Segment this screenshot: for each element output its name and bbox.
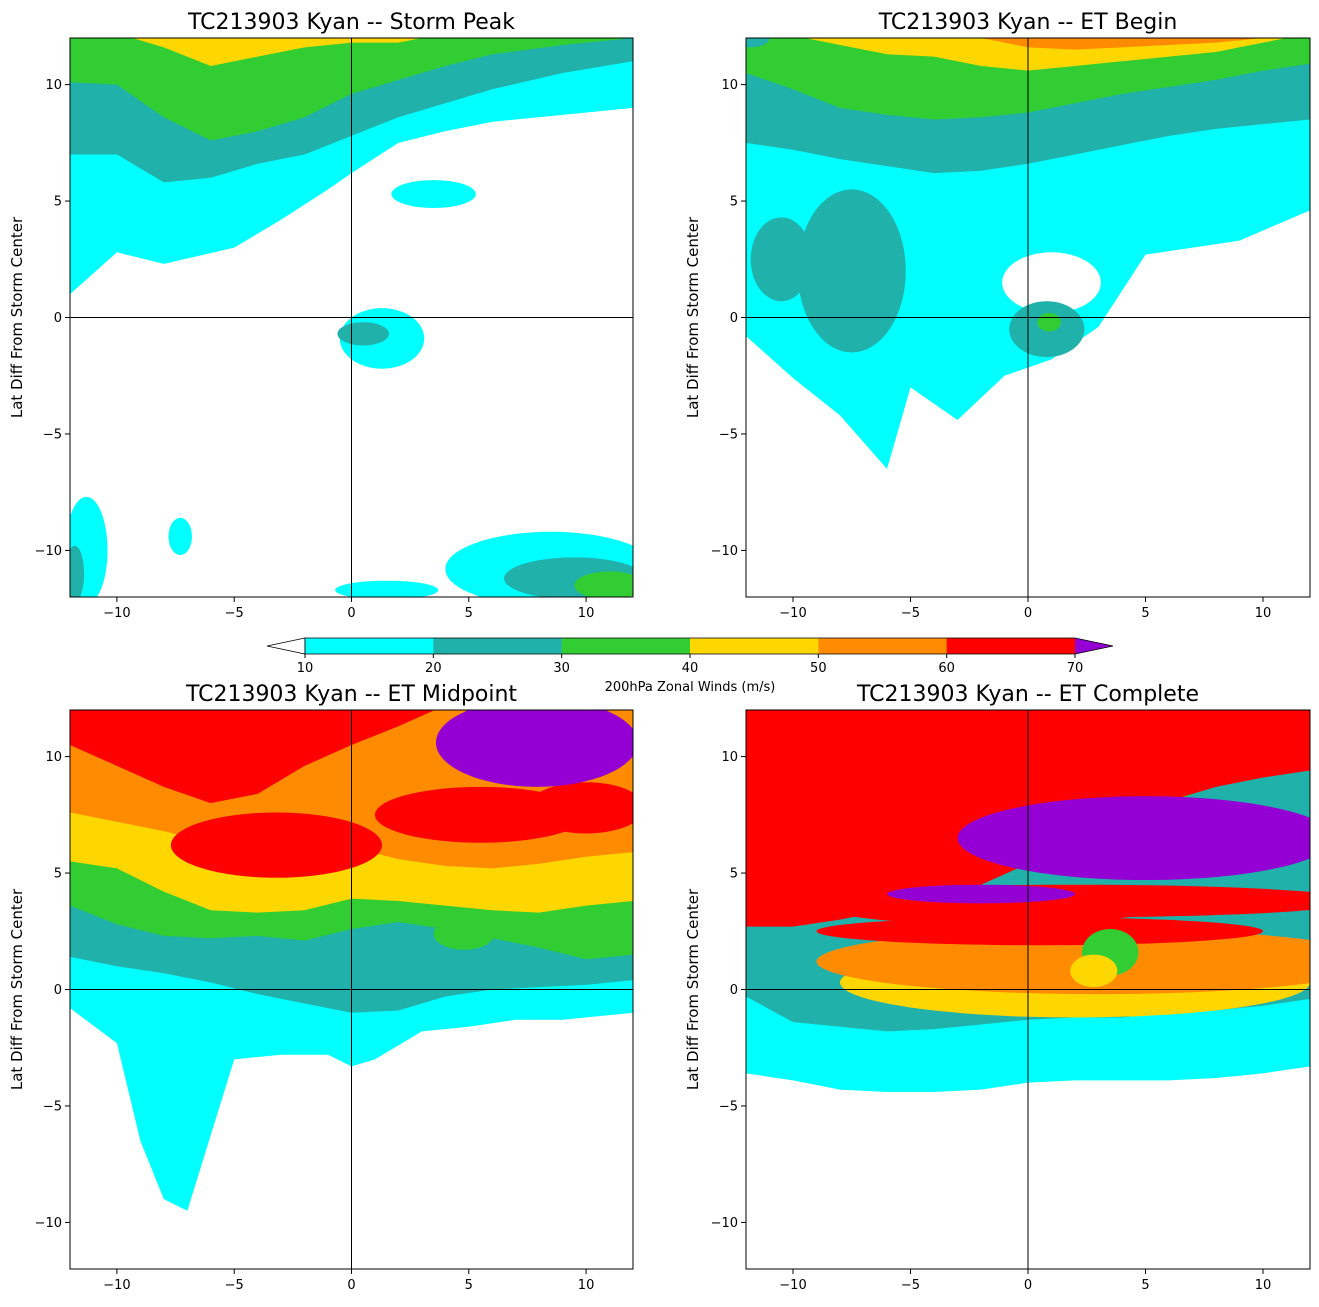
y-axis-label: Lat Diff From Storm Center: [8, 216, 26, 418]
x-tick-label: 0: [1024, 606, 1032, 621]
contour-blob: [887, 885, 1075, 904]
contour-blob: [1037, 313, 1061, 332]
contour-blob: [798, 189, 906, 352]
contour-blob: [169, 518, 192, 555]
y-axis-label: Lat Diff From Storm Center: [8, 888, 26, 1090]
colorbar-tick-label: 60: [938, 661, 955, 676]
y-axis-label: Lat Diff From Storm Center: [684, 216, 702, 418]
plot-area: [732, 26, 1310, 597]
contour-blob: [391, 180, 475, 208]
x-tick-label: 10: [1255, 1278, 1272, 1293]
panel-3: −10 −5 0 5 10 −10 −5 0 5 10 TC213903 Kyan -- ET Mi…: [8, 682, 645, 1293]
contour-blob: [434, 917, 495, 950]
colorbar-tick-label: 40: [682, 661, 699, 676]
y-tick-label: 0: [730, 311, 738, 326]
colorbar-tick-label: 20: [425, 661, 442, 676]
y-axis-label: Lat Diff From Storm Center: [684, 888, 702, 1090]
panel-1: −10 −5 0 5 10 −10 −5 0 5 10 TC213903 Kyan -- Storm…: [8, 10, 656, 621]
y-tick-label: 5: [730, 867, 738, 882]
colorbar-tick-label: 30: [553, 661, 570, 676]
colorbar-tick-label: 10: [297, 661, 314, 676]
colorbar-tick-label: 70: [1067, 661, 1084, 676]
panel-title: TC213903 Kyan -- ET Complete: [856, 682, 1199, 707]
colorbar-extend-max: [1075, 638, 1113, 654]
y-tick-label: −5: [719, 427, 738, 442]
y-tick-label: 0: [54, 311, 62, 326]
colorbar-extend-min: [267, 638, 305, 654]
colorbar-label: 200hPa Zonal Winds (m/s): [605, 680, 776, 695]
x-tick-label: 5: [1141, 606, 1149, 621]
panel-2: −10 −5 0 5 10 −10 −5 0 5 10 TC213903 Kyan -- ET Be…: [684, 10, 1310, 621]
x-tick-label: 10: [1255, 606, 1272, 621]
y-tick-label: −10: [711, 1216, 738, 1231]
x-tick-label: −10: [779, 606, 806, 621]
x-tick-label: 5: [465, 1278, 473, 1293]
colorbar-segment: [305, 638, 434, 654]
x-tick-label: −10: [103, 606, 130, 621]
contour-blob: [527, 782, 644, 833]
plot-area: [70, 698, 645, 1269]
plot-area: [746, 698, 1319, 1269]
contour-blob: [171, 812, 382, 877]
y-tick-label: 5: [54, 195, 62, 210]
y-tick-label: 10: [721, 750, 738, 765]
colorbar-segment: [690, 638, 819, 654]
contour-blob: [1070, 955, 1117, 988]
colorbar-segment: [818, 638, 947, 654]
contour-blob: [574, 571, 644, 599]
y-tick-label: 10: [721, 78, 738, 93]
y-tick-label: 0: [730, 983, 738, 998]
x-tick-label: −5: [901, 606, 920, 621]
panel-4: −10 −5 0 5 10 −10 −5 0 5 10 TC213903 Kyan -- ET Co…: [684, 682, 1319, 1293]
x-tick-label: −5: [225, 1278, 244, 1293]
colorbar-segment: [562, 638, 691, 654]
contour-blob: [751, 217, 812, 301]
y-tick-label: −10: [35, 1216, 62, 1231]
y-tick-label: 5: [730, 195, 738, 210]
y-tick-label: −10: [711, 544, 738, 559]
plot-area: [65, 26, 656, 606]
x-tick-label: 10: [578, 1278, 595, 1293]
x-tick-label: 0: [347, 606, 355, 621]
panel-title: TC213903 Kyan -- ET Midpoint: [185, 682, 517, 707]
y-tick-label: 10: [45, 750, 62, 765]
x-tick-label: −10: [779, 1278, 806, 1293]
contour-blob: [958, 796, 1319, 880]
x-tick-label: −5: [225, 606, 244, 621]
x-tick-label: −5: [901, 1278, 920, 1293]
colorbar-segment: [433, 638, 562, 654]
x-tick-label: 0: [1024, 1278, 1032, 1293]
x-tick-label: −10: [103, 1278, 130, 1293]
y-tick-label: −10: [35, 544, 62, 559]
y-tick-label: 10: [45, 78, 62, 93]
x-tick-label: 5: [1141, 1278, 1149, 1293]
panel-title: TC213903 Kyan -- Storm Peak: [187, 10, 515, 35]
contour-blob: [337, 322, 389, 345]
y-tick-label: 5: [54, 867, 62, 882]
contour-blob: [65, 546, 84, 602]
colorbar-tick-label: 50: [810, 661, 827, 676]
x-tick-label: 10: [578, 606, 595, 621]
contour-blob: [436, 698, 638, 787]
colorbar-segment: [947, 638, 1076, 654]
x-tick-label: 5: [465, 606, 473, 621]
y-tick-label: −5: [43, 427, 62, 442]
y-tick-label: 0: [54, 983, 62, 998]
y-tick-label: −5: [43, 1099, 62, 1114]
x-tick-label: 0: [347, 1278, 355, 1293]
y-tick-label: −5: [719, 1099, 738, 1114]
panel-title: TC213903 Kyan -- ET Begin: [878, 10, 1178, 35]
